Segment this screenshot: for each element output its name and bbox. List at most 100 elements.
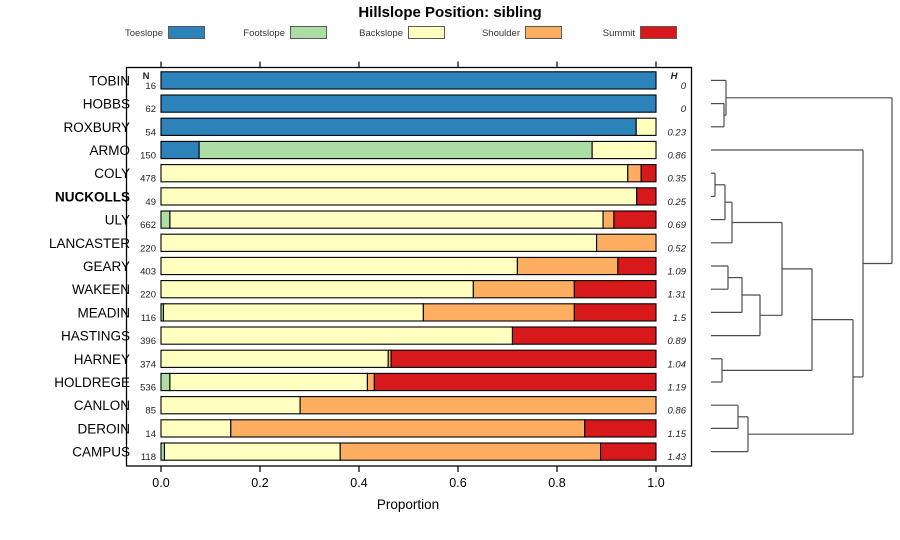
plot-box — [125, 66, 693, 467]
h-value-canlon: 0.86 — [668, 406, 687, 417]
bar-segment-uly-shoulder — [602, 210, 615, 229]
n-value-lancaster: 220 — [140, 243, 156, 254]
x-axis-title: Proportion — [377, 497, 439, 512]
bar-segment-canlon-backslope — [160, 396, 301, 415]
x-tick-label: 0.4 — [350, 476, 367, 490]
h-value-holdrege: 1.19 — [668, 383, 687, 394]
row-label-deroin: DEROIN — [77, 421, 130, 436]
bar-segment-roxbury-backslope — [635, 117, 657, 136]
bar-segment-meadin-backslope — [162, 303, 424, 322]
bar-segment-geary-shoulder — [516, 256, 619, 276]
n-value-campus: 118 — [141, 452, 156, 463]
h-value-lancaster: 0.52 — [668, 243, 687, 254]
h-value-deroin: 1.15 — [668, 429, 687, 440]
row-label-lancaster: LANCASTER — [49, 236, 130, 251]
bar-segment-coly-summit — [640, 164, 657, 183]
row-label-wakeen: WAKEEN — [72, 282, 130, 297]
bar-segment-coly-backslope — [160, 164, 629, 183]
bar-segment-nuckolls-backslope — [160, 187, 638, 206]
bar-segment-hastings-backslope — [160, 326, 514, 345]
x-tick-label: 0.0 — [152, 476, 169, 490]
legend-swatch-footslope — [290, 26, 327, 39]
bar-segment-hobbs-toeslope — [160, 94, 657, 113]
bar-segment-meadin-summit — [573, 303, 657, 322]
n-value-geary: 403 — [140, 267, 156, 278]
h-value-hobbs: 0 — [681, 104, 687, 115]
legend: Toeslope Footslope Backslope Shoulder Summit — [0, 0, 900, 46]
bar-segment-nuckolls-summit — [636, 187, 657, 206]
h-value-geary: 1.09 — [668, 267, 687, 278]
n-value-wakeen: 220 — [140, 290, 156, 301]
chart-title: Hillslope Position: sibling — [358, 4, 542, 21]
row-label-hobbs: HOBBS — [83, 97, 130, 112]
bar-segment-armo-backslope — [591, 140, 657, 160]
n-value-hobbs: 62 — [145, 104, 156, 115]
h-value-uly: 0.69 — [668, 220, 687, 231]
bar-segment-meadin-shoulder — [422, 303, 575, 322]
h-column-header: H — [671, 71, 679, 82]
legend-label-footslope: Footslope — [243, 28, 285, 39]
legend-swatch-summit — [640, 26, 677, 39]
n-value-canlon: 85 — [145, 406, 156, 417]
row-label-uly: ULY — [105, 213, 130, 228]
bar-segment-armo-toeslope — [160, 140, 200, 160]
row-label-roxbury: ROXBURY — [63, 120, 130, 135]
bar-segment-holdrege-shoulder — [366, 372, 375, 392]
legend-label-toeslope: Toeslope — [124, 28, 163, 39]
bar-segment-campus-backslope — [163, 442, 341, 461]
legend-swatch-backslope — [408, 26, 445, 39]
n-value-tobin: 16 — [145, 81, 156, 92]
bar-segment-holdrege-summit — [373, 372, 657, 392]
x-tick-label: 0.2 — [251, 476, 268, 490]
row-label-meadin: MEADIN — [77, 305, 130, 320]
bar-segment-wakeen-summit — [573, 280, 657, 299]
bar-segment-coly-shoulder — [627, 164, 642, 183]
h-value-tobin: 0 — [681, 81, 687, 92]
n-value-hastings: 396 — [140, 336, 156, 347]
axis-and-labels: 0.0 0.2 0.4 0.6 0.8 1.0 N H TOBIN 16 0 HOBBS 62 0 ROXB… — [49, 71, 687, 490]
bar-segment-harney-summit — [390, 349, 657, 368]
plot-frame — [125, 61, 693, 472]
h-value-nuckolls: 0.25 — [668, 197, 687, 208]
bar-segment-deroin-summit — [584, 419, 657, 438]
bar-segment-deroin-backslope — [160, 419, 232, 438]
bar-segment-uly-summit — [613, 210, 657, 229]
row-label-tobin: TOBIN — [89, 73, 130, 88]
bar-segment-tobin-toeslope — [160, 71, 657, 90]
bar-segment-harney-backslope — [160, 349, 389, 368]
row-label-armo: ARMO — [90, 143, 131, 158]
n-value-coly: 478 — [140, 174, 156, 185]
bar-segment-campus-summit — [600, 442, 657, 461]
h-value-campus: 1.43 — [668, 452, 687, 463]
bar-segment-geary-backslope — [160, 256, 518, 276]
n-value-deroin: 14 — [145, 429, 156, 440]
row-label-harney: HARNEY — [74, 352, 130, 367]
legend-label-summit: Summit — [602, 28, 635, 39]
legend-label-shoulder: Shoulder — [481, 28, 520, 39]
row-label-coly: COLY — [94, 166, 130, 181]
n-value-holdrege: 536 — [140, 383, 156, 394]
h-value-meadin: 1.5 — [673, 313, 687, 324]
bar-segment-holdrege-backslope — [169, 372, 368, 392]
bar-segment-hastings-summit — [511, 326, 657, 345]
bar-segment-canlon-shoulder — [299, 396, 657, 415]
dendrogram — [711, 79, 893, 453]
bar-segment-uly-footslope — [160, 210, 171, 229]
h-value-coly: 0.35 — [668, 174, 687, 185]
row-label-campus: CAMPUS — [72, 445, 130, 460]
x-tick-label: 0.6 — [449, 476, 466, 490]
row-label-nuckolls: NUCKOLLS — [55, 189, 130, 204]
n-value-uly: 662 — [140, 220, 156, 231]
bar-segment-wakeen-shoulder — [472, 280, 575, 299]
legend-swatch-toeslope — [168, 26, 205, 39]
bar-segment-lancaster-shoulder — [596, 233, 657, 252]
n-value-armo: 150 — [140, 151, 156, 162]
h-value-hastings: 0.89 — [668, 336, 687, 347]
x-tick-label: 0.8 — [548, 476, 565, 490]
h-value-armo: 0.86 — [668, 151, 687, 162]
n-value-meadin: 116 — [141, 313, 156, 324]
legend-label-backslope: Backslope — [359, 28, 403, 39]
n-value-nuckolls: 49 — [145, 197, 156, 208]
